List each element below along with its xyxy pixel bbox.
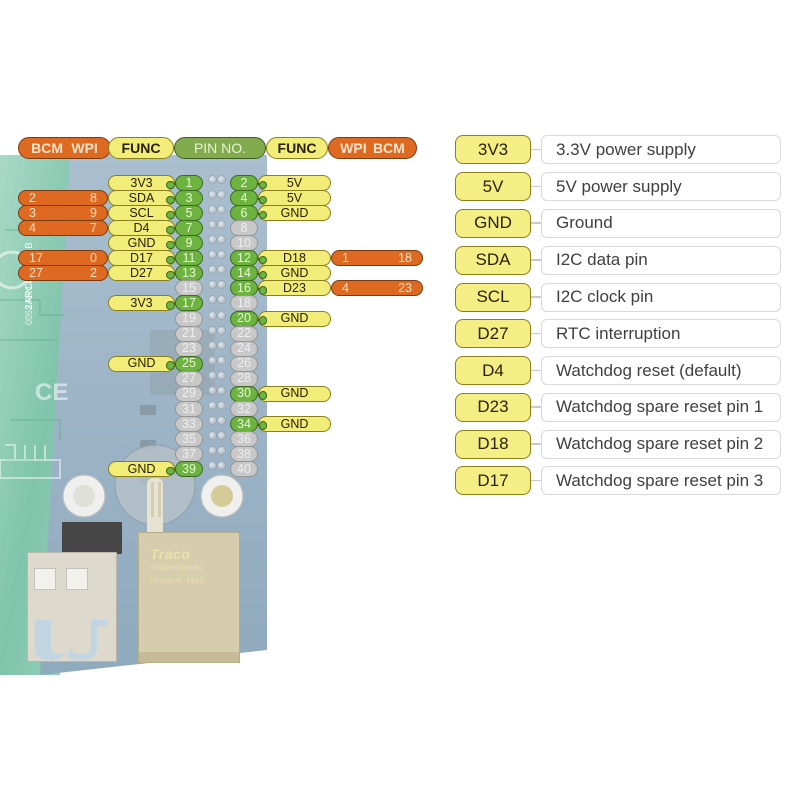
svg-text:CE: CE [35,379,68,406]
